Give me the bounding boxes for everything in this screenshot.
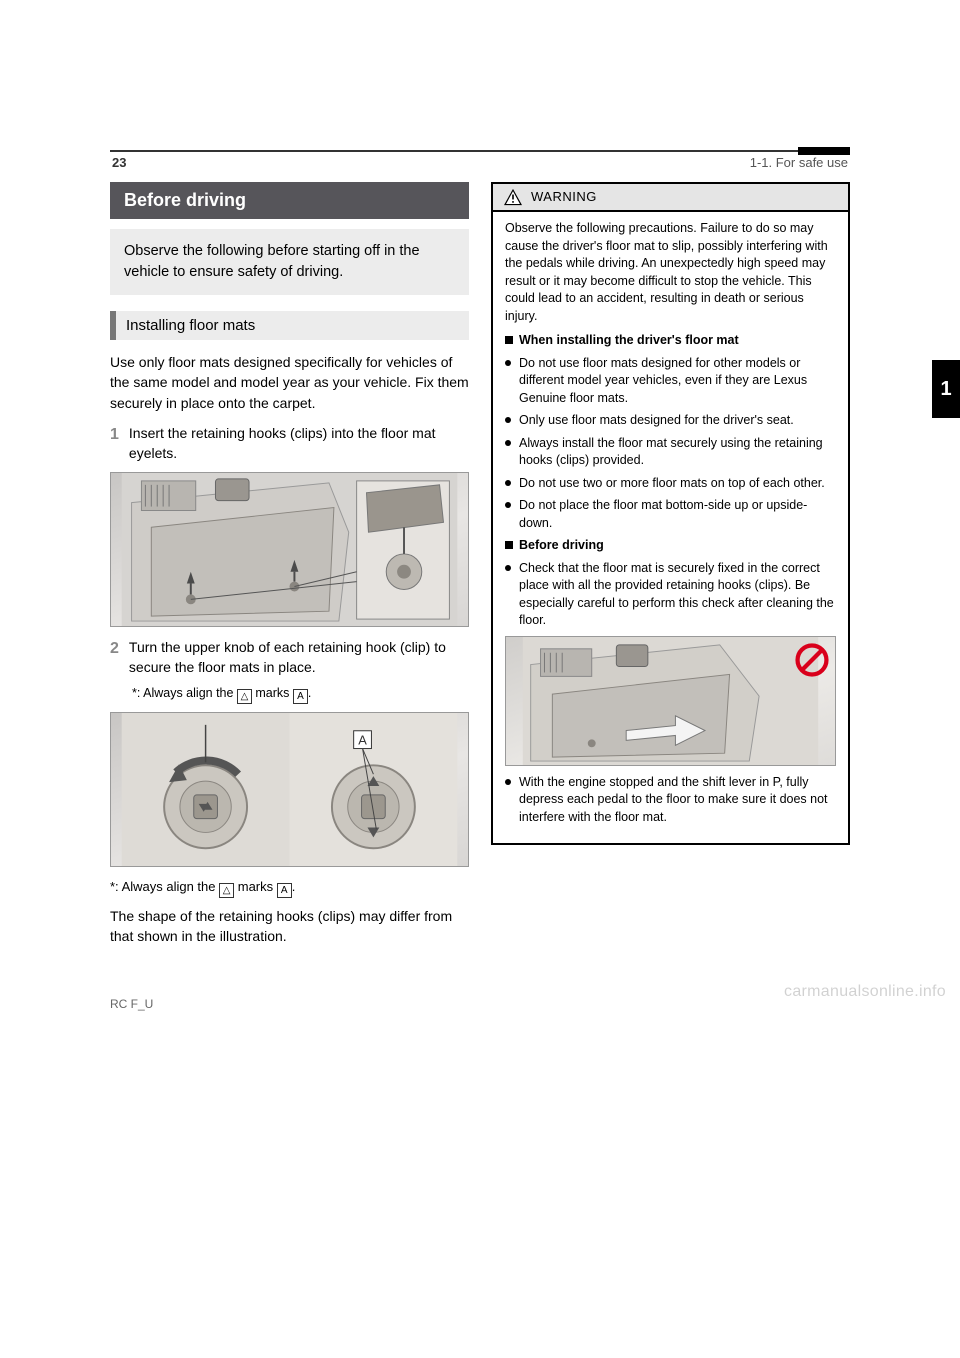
bullet-icon bbox=[505, 440, 511, 446]
warning-bullet: Always install the floor mat securely us… bbox=[505, 435, 836, 470]
page-number: 23 bbox=[112, 155, 126, 170]
warning-bullet: Only use floor mats designed for the dri… bbox=[505, 412, 836, 430]
watermark: carmanualsonline.info bbox=[784, 983, 946, 1001]
warning-bullet: With the engine stopped and the shift le… bbox=[505, 774, 836, 827]
bullet-icon bbox=[505, 360, 511, 366]
figure-retaining-knob: A bbox=[110, 712, 469, 867]
warning-intro: Observe the following precautions. Failu… bbox=[505, 220, 836, 325]
chapter-tab: 1 bbox=[932, 360, 960, 418]
svg-text:A: A bbox=[358, 733, 367, 748]
warning-subheading-before: Before driving bbox=[505, 537, 836, 555]
figure-mat-slip-prohibited bbox=[505, 636, 836, 766]
warning-header: WARNING bbox=[493, 184, 848, 212]
subheading-installing: Installing floor mats bbox=[110, 311, 469, 340]
page-title: Before driving bbox=[110, 182, 469, 219]
triangle-mark-icon: △ bbox=[219, 883, 234, 898]
page-header: 23 1-1. For safe use bbox=[110, 155, 850, 170]
bullet-icon bbox=[505, 779, 511, 785]
warning-bullet: Do not place the floor mat bottom-side u… bbox=[505, 497, 836, 532]
knob-illustration: A bbox=[111, 713, 468, 866]
bullet-icon bbox=[505, 502, 511, 508]
label-a-icon: A bbox=[277, 883, 292, 898]
warning-box: WARNING Observe the following precaution… bbox=[491, 182, 850, 845]
warning-bullet: Check that the floor mat is securely fix… bbox=[505, 560, 836, 630]
doc-code: RC F_U bbox=[110, 997, 850, 1011]
bullet-icon bbox=[505, 565, 511, 571]
square-bullet-icon bbox=[505, 541, 513, 549]
step-number: 1 bbox=[110, 423, 119, 464]
prohibit-icon bbox=[795, 643, 829, 677]
figure-floor-mat-hooks bbox=[110, 472, 469, 627]
warning-bullet: Do not use two or more floor mats on top… bbox=[505, 475, 836, 493]
hook-align-note: *: Always align the △ marks A. bbox=[110, 685, 469, 704]
shape-note: The shape of the retaining hooks (clips)… bbox=[110, 906, 469, 947]
step-2: 2 Turn the upper knob of each retaining … bbox=[110, 637, 469, 678]
triangle-mark-icon: △ bbox=[237, 689, 252, 704]
floor-mat-illustration bbox=[111, 473, 468, 626]
label-a-icon: A bbox=[293, 689, 308, 704]
warning-label: WARNING bbox=[531, 188, 597, 206]
align-caption: *: Always align the △ marks A. bbox=[110, 877, 469, 898]
step-text: Insert the retaining hooks (clips) into … bbox=[129, 423, 469, 464]
step-1: 1 Insert the retaining hooks (clips) int… bbox=[110, 423, 469, 464]
warning-icon bbox=[503, 188, 523, 206]
bullet-icon bbox=[505, 480, 511, 486]
step-number: 2 bbox=[110, 637, 119, 678]
warning-subheading-install: When installing the driver's floor mat bbox=[505, 332, 836, 350]
mat-slip-illustration bbox=[506, 637, 835, 765]
square-bullet-icon bbox=[505, 336, 513, 344]
body-intro: Use only floor mats designed specificall… bbox=[110, 352, 469, 413]
section-label: 1-1. For safe use bbox=[750, 155, 848, 170]
warning-bullet: Do not use floor mats designed for other… bbox=[505, 355, 836, 408]
bullet-icon bbox=[505, 417, 511, 423]
step-text: Turn the upper knob of each retaining ho… bbox=[129, 637, 469, 678]
intro-box: Observe the following before starting of… bbox=[110, 229, 469, 295]
